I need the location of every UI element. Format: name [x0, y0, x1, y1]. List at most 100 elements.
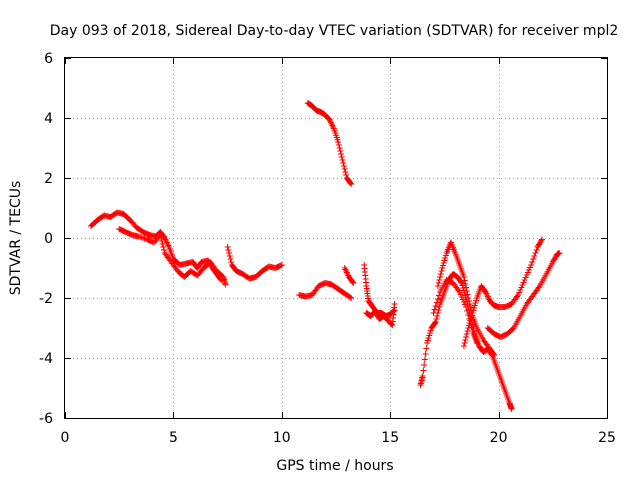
data-point: [533, 247, 540, 253]
data-point: [350, 280, 357, 286]
data-point: [160, 244, 167, 250]
y-tick-label: 0: [44, 231, 53, 247]
data-point: [347, 294, 354, 301]
x-tick-label: 5: [169, 430, 178, 446]
series: [224, 244, 285, 282]
gridlines: [65, 58, 607, 418]
x-tick-label: 0: [61, 430, 70, 446]
series: [341, 265, 357, 286]
y-axis-label: SDTVAR / TECUs: [8, 181, 24, 296]
data-point: [528, 262, 535, 268]
data-point: [436, 304, 443, 310]
data-point: [340, 163, 347, 169]
data-point: [463, 304, 470, 310]
data-point: [437, 274, 444, 280]
data-point: [391, 301, 398, 307]
data-point: [538, 237, 545, 244]
plot-frame: [64, 57, 608, 419]
data-point: [435, 292, 442, 299]
data-point: [430, 310, 437, 316]
data-point: [508, 406, 515, 412]
data-point: [556, 250, 563, 256]
series: [484, 250, 563, 340]
data-point: [438, 268, 445, 274]
x-tick-label: 10: [273, 430, 291, 446]
data-point: [158, 235, 165, 241]
x-axis-label: GPS time / hours: [276, 458, 393, 474]
data-point: [463, 334, 470, 340]
data-point: [338, 154, 345, 160]
data-point: [432, 303, 439, 309]
data-point: [463, 284, 470, 291]
y-tick-label: -4: [39, 351, 53, 367]
y-tick-label: -6: [39, 411, 53, 427]
data-point: [422, 351, 429, 357]
data-point: [433, 299, 440, 306]
data-point: [420, 367, 427, 374]
data-point: [338, 151, 345, 157]
data-point: [339, 157, 346, 163]
data-point: [434, 313, 441, 319]
x-tick-labels: 0 5 10 15 20 25: [61, 430, 616, 446]
series: [363, 301, 398, 328]
data-point: [432, 319, 439, 325]
data-point: [342, 169, 349, 175]
data-point: [435, 280, 442, 286]
data-point: [434, 283, 441, 289]
data-point: [159, 241, 166, 247]
data-point: [228, 259, 235, 265]
data-point: [530, 256, 537, 262]
data-point: [343, 172, 350, 178]
chart-title: Day 093 of 2018, Sidereal Day-to-day VTE…: [50, 23, 619, 39]
data-point: [226, 253, 233, 259]
data-point: [226, 250, 233, 256]
series: [434, 239, 498, 358]
x-tick-label: 25: [598, 430, 616, 446]
data-point: [461, 340, 468, 346]
data-point: [436, 277, 443, 283]
data-point: [463, 288, 470, 294]
data-point: [491, 352, 498, 358]
data-point: [465, 295, 472, 301]
data-point: [531, 253, 538, 259]
data-point: [432, 320, 439, 326]
data-point: [421, 356, 428, 363]
data-point: [462, 281, 469, 287]
data-point: [348, 295, 355, 301]
data-point: [278, 262, 285, 268]
data-point: [224, 244, 231, 250]
y-tick-label: 6: [44, 51, 53, 67]
series: [460, 236, 545, 349]
data-point: [335, 139, 342, 145]
data-point: [348, 181, 355, 187]
series: [88, 209, 225, 283]
data-point: [161, 247, 168, 253]
y-tick-label: 2: [44, 171, 53, 187]
x-tick-label: 20: [490, 430, 508, 446]
data-point: [341, 166, 348, 172]
data-point: [225, 247, 232, 253]
data-point: [158, 238, 165, 244]
data-point: [538, 236, 545, 243]
data-point: [336, 145, 343, 151]
data-point: [490, 351, 497, 357]
data-point: [529, 259, 536, 265]
data-point: [340, 160, 347, 166]
data-point: [335, 142, 342, 148]
data-point: [461, 277, 468, 284]
series: [116, 226, 229, 288]
data-point: [464, 291, 471, 298]
data-point: [349, 279, 356, 285]
data-point: [464, 328, 471, 334]
data-point: [532, 250, 539, 256]
y-tick-labels: 6 4 2 0 -2 -4 -6: [39, 51, 53, 427]
data-points: [88, 100, 563, 412]
data-point: [423, 345, 430, 352]
y-tick-label: 4: [44, 111, 53, 127]
data-point: [227, 256, 234, 262]
x-tick-label: 15: [381, 430, 399, 446]
series: [296, 280, 355, 301]
data-point: [337, 148, 344, 154]
